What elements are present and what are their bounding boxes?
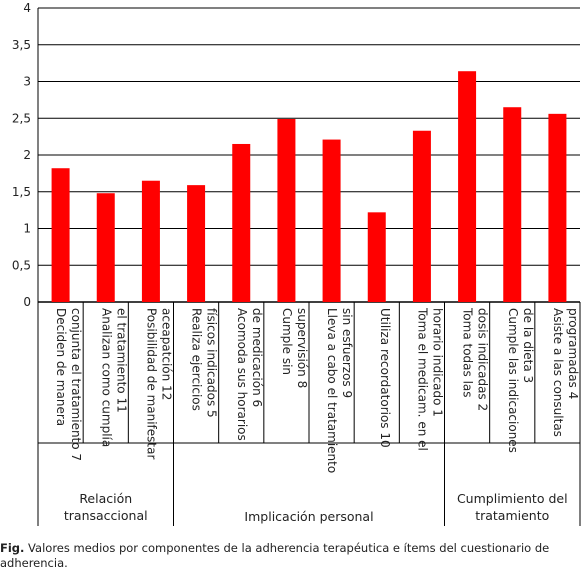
y-tick-label: 3 <box>23 75 31 89</box>
y-tick-label: 2 <box>23 148 31 162</box>
y-tick-label: 2,5 <box>12 111 31 125</box>
category-label-line: Posibilidad de manifestar <box>144 308 158 459</box>
y-tick-label: 1,5 <box>12 185 31 199</box>
category-label: Utiliza recordatorios 10 <box>378 308 392 448</box>
group-label: tratamiento <box>475 508 549 523</box>
bar <box>458 71 477 303</box>
category-label-line: Toma el medicam. en el <box>415 307 429 451</box>
category-label: Toma el medicam. en elhorario indicado 1 <box>415 307 444 451</box>
category-label: Asiste a las consultasprogramadas 4 <box>551 308 580 437</box>
category-label-line: aceapatción 12 <box>159 308 173 400</box>
category-label: Cumple sinsupervisión 8 <box>280 308 309 388</box>
category-label-line: Cumple sin <box>280 308 294 375</box>
category-label-line: horario indicado 1 <box>430 308 444 417</box>
y-tick-label: 1 <box>23 222 31 236</box>
category-label-line: el tratamiento 11 <box>114 308 128 413</box>
bar <box>96 193 115 302</box>
caption-prefix: Fig. <box>0 541 25 555</box>
y-tick-label: 3,5 <box>12 38 31 52</box>
y-tick-label: 0 <box>23 295 31 309</box>
y-tick-label: 0,5 <box>12 258 31 272</box>
category-label: Realiza ejerciciosfísicos indicados 5 <box>190 308 219 418</box>
category-label-line: Cumple las indicaciones <box>506 308 520 453</box>
group-label: Cumplimiento del <box>457 491 568 506</box>
bar <box>277 118 296 302</box>
category-label: Deciden de maneraconjunta el tratamiento… <box>54 308 83 461</box>
category-label-line: Asiste a las consultas <box>551 308 565 437</box>
group-label: Implicación personal <box>244 509 373 524</box>
category-label-line: de medicación 6 <box>250 308 264 407</box>
group-label: transaccional <box>64 508 148 523</box>
category-label-line: sin esfuerzos 9 <box>340 308 354 398</box>
bar <box>548 113 567 302</box>
bar-chart: 0 0,5 1 1,5 2 2,5 3 3,5 4 Deciden de maneraconjun… <box>12 1 581 526</box>
category-label-line: Acomoda sus horarios <box>235 308 249 441</box>
category-label: Toma todas lasdosis indicadas 2 <box>461 307 490 411</box>
category-label: Lleva a cabo el tratamientosin esfuerzos… <box>325 308 354 473</box>
bar <box>187 185 206 302</box>
figure-caption: Fig. Valores medios por componentes de l… <box>0 541 586 571</box>
category-label-line: dosis indicadas 2 <box>476 308 490 411</box>
category-label-line: Utiliza recordatorios 10 <box>378 308 392 448</box>
category-label-line: programadas 4 <box>566 308 580 399</box>
bar <box>322 139 341 302</box>
y-tick-label: 4 <box>23 1 31 15</box>
category-label: Posibilidad de manifestaraceapatción 12 <box>144 308 173 459</box>
group-label: Relación <box>79 491 132 506</box>
bar <box>367 212 386 302</box>
caption-text: Valores medios por componentes de la adh… <box>0 541 550 570</box>
category-label: Cumple las indicacionesde la dieta 3 <box>506 308 535 453</box>
category-label-line: Deciden de manera <box>54 308 68 426</box>
category-label-line: supervisión 8 <box>295 308 309 388</box>
category-label-line: Realiza ejercicios <box>190 308 204 411</box>
category-label-line: Toma todas las <box>461 307 475 398</box>
bar <box>503 107 522 302</box>
category-label-line: de la dieta 3 <box>521 308 535 383</box>
category-label-line: Lleva a cabo el tratamiento <box>325 308 339 473</box>
category-label-line: conjunta el tratamiento 7 <box>69 308 83 461</box>
category-label-line: Analizan como cumplía <box>99 308 113 447</box>
category-label-line: físicos indicados 5 <box>205 308 219 418</box>
category-label: Acomoda sus horariosde medicación 6 <box>235 308 264 441</box>
bar <box>141 180 160 302</box>
bar <box>412 130 431 302</box>
category-label: Analizan como cumplíael tratamiento 11 <box>99 308 128 447</box>
bar <box>232 143 251 302</box>
bar <box>51 168 70 302</box>
